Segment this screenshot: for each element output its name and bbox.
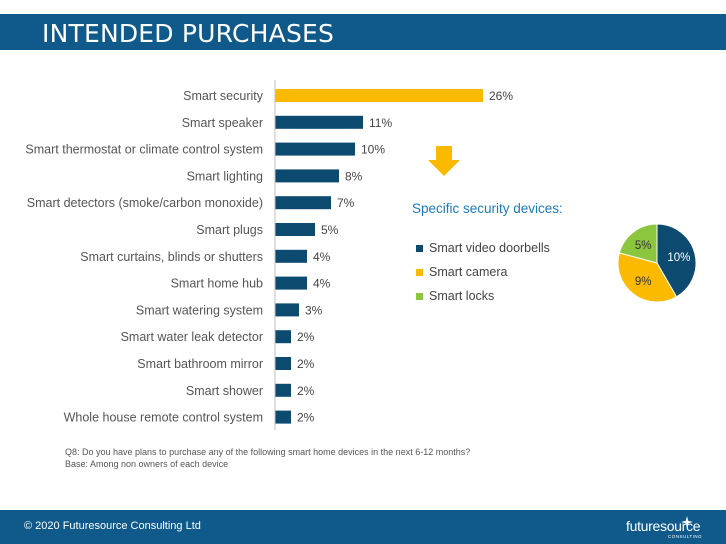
bar [275, 410, 291, 424]
value-label: 2% [297, 330, 315, 344]
bar [275, 357, 291, 370]
footer-bar: © 2020 Futuresource Consulting Ltd futur… [0, 510, 726, 544]
bar [275, 196, 331, 210]
footnote-base: Base: Among non owners of each device [65, 459, 229, 469]
value-label: 3% [305, 303, 323, 317]
copyright-text: © 2020 Futuresource Consulting Ltd [24, 520, 201, 532]
pie-legend: Smart video doorbells Smart camera Smart… [416, 236, 550, 308]
header-bar: INTENDED PURCHASES [0, 14, 726, 50]
category-label: Smart bathroom mirror [137, 357, 263, 371]
bar [275, 142, 355, 156]
bar [275, 383, 291, 397]
bar [275, 89, 483, 102]
bar [275, 303, 299, 317]
value-label: 2% [297, 357, 315, 371]
legend-item: Smart camera [416, 260, 550, 284]
category-label: Smart home hub [171, 277, 263, 291]
bar [275, 115, 363, 129]
value-label: 7% [337, 196, 355, 210]
value-label: 2% [297, 411, 315, 425]
bar [275, 249, 307, 263]
category-label: Smart security [183, 89, 264, 103]
pie-slice [617, 252, 678, 303]
page-title: INTENDED PURCHASES [42, 19, 335, 48]
star-icon [681, 516, 693, 528]
value-label: 8% [345, 169, 363, 183]
value-label: 11% [369, 116, 392, 130]
bar-chart: Smart security 26% Smart speaker 11% Smart t… [25, 80, 513, 430]
down-arrow-icon [428, 146, 460, 176]
pie-slice [618, 223, 658, 264]
footnote-question: Q8: Do you have plans to purchase any of… [65, 447, 471, 457]
legend-swatch [416, 268, 423, 276]
pie-slice [656, 223, 697, 298]
category-label: Smart water leak detector [121, 330, 263, 344]
bar [275, 223, 315, 236]
category-label: Smart detectors (smoke/carbon monoxide) [27, 196, 263, 210]
legend-label: Smart camera [429, 265, 508, 279]
value-label: 26% [489, 89, 513, 103]
category-label: Whole house remote control system [64, 411, 263, 425]
category-label: Smart speaker [182, 116, 263, 130]
category-label: Smart thermostat or climate control syst… [25, 143, 263, 157]
category-label: Smart lighting [187, 169, 263, 183]
category-label: Smart plugs [196, 223, 263, 237]
value-label: 4% [313, 250, 331, 264]
bar [275, 276, 307, 290]
pie-value-label: 10% [667, 252, 690, 264]
pie-value-label: 5% [635, 240, 652, 252]
category-label: Smart curtains, blinds or shutters [80, 250, 263, 264]
legend-swatch [416, 244, 423, 252]
value-label: 2% [297, 384, 315, 398]
category-label: Smart shower [186, 384, 263, 398]
pie-value-label: 9% [635, 276, 652, 288]
value-label: 5% [321, 223, 339, 237]
category-label: Smart watering system [136, 303, 263, 317]
logo-subtext: CONSULTING [668, 534, 703, 539]
pie-chart: 10% 9% 5% [617, 223, 697, 303]
legend-swatch [416, 292, 423, 300]
legend-item: Smart locks [416, 284, 550, 308]
legend-label: Smart video doorbells [429, 241, 550, 255]
bar [275, 330, 291, 344]
footnote: Q8: Do you have plans to purchase any of… [65, 446, 470, 470]
value-label: 4% [313, 277, 331, 291]
value-label: 10% [361, 143, 385, 157]
pie-title: Specific security devices: [412, 201, 563, 216]
legend-label: Smart locks [429, 289, 495, 303]
legend-item: Smart video doorbells [416, 236, 550, 260]
company-logo: futuresource CONSULTING [626, 516, 710, 542]
bar [275, 169, 339, 183]
